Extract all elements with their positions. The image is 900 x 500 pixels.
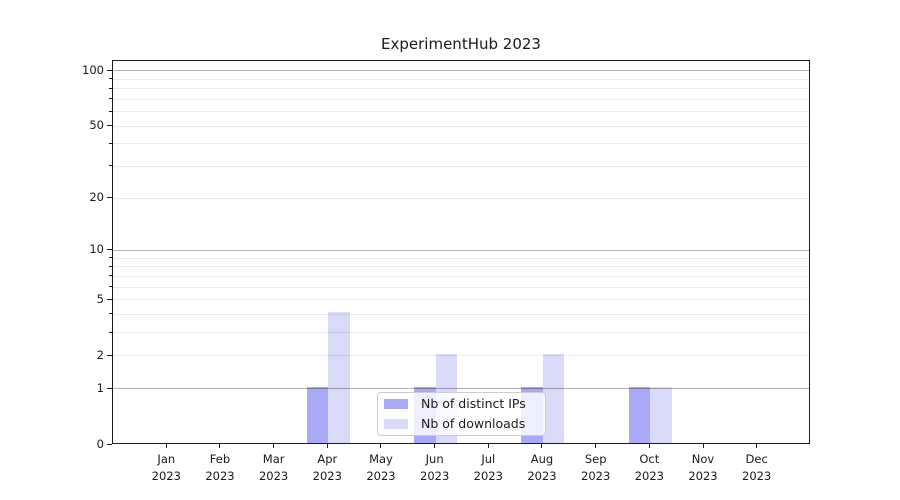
y-tick-0 <box>107 444 112 445</box>
chart-title: ExperimentHub 2023 <box>381 35 541 53</box>
y-tick-5 <box>107 298 112 300</box>
x-tick-label-oct: Oct 2023 <box>634 452 664 483</box>
bar-nb-of-downloads-oct <box>650 386 672 443</box>
x-tick-oct <box>648 444 650 448</box>
x-tick-label-apr: Apr 2023 <box>312 452 342 483</box>
x-tick-sep <box>595 444 597 448</box>
y-tick-label-5: 5 <box>96 291 104 306</box>
gridline-minor-90 <box>113 78 809 80</box>
y-minortick-7 <box>109 275 112 277</box>
gridline-major-10 <box>113 249 809 251</box>
y-minortick-80 <box>109 87 112 89</box>
x-tick-label-may: May 2023 <box>366 452 396 483</box>
legend-swatch-downloads <box>384 419 408 429</box>
y-tick-label-100: 100 <box>82 62 104 77</box>
x-tick-jul <box>487 444 489 448</box>
y-minortick-40 <box>109 142 112 144</box>
y-tick-label-50: 50 <box>89 118 104 133</box>
y-minortick-4 <box>109 313 112 315</box>
y-minortick-30 <box>109 165 112 167</box>
y-tick-50 <box>107 125 112 127</box>
gridline-major-100 <box>113 70 809 72</box>
y-minortick-90 <box>109 78 112 80</box>
gridline-minor-4 <box>113 313 809 315</box>
y-tick-1 <box>107 387 112 389</box>
gridline-minor-7 <box>113 275 809 277</box>
x-tick-may <box>380 444 382 448</box>
x-tick-label-feb: Feb 2023 <box>205 452 235 483</box>
bar-nb-of-distinct-ips-oct <box>628 386 651 443</box>
y-tick-label-10: 10 <box>89 242 104 257</box>
gridline-minor-5 <box>113 299 809 301</box>
x-tick-aug <box>541 444 543 448</box>
gridline-minor-40 <box>113 143 809 145</box>
x-tick-label-sep: Sep 2023 <box>581 452 611 483</box>
gridline-minor-8 <box>113 266 809 268</box>
legend-label-distinct-ips: Nb of distinct IPs <box>421 396 526 411</box>
x-tick-label-mar: Mar 2023 <box>258 452 289 483</box>
y-tick-label-0: 0 <box>96 437 104 451</box>
gridline-minor-6 <box>113 286 809 288</box>
gridline-minor-3 <box>113 332 809 334</box>
x-tick-label-jun: Jun 2023 <box>420 452 450 483</box>
gridline-minor-50 <box>113 125 809 127</box>
gridline-major-1 <box>113 388 809 390</box>
x-tick-label-aug: Aug 2023 <box>527 452 557 483</box>
gridline-minor-30 <box>113 165 809 167</box>
y-tick-10 <box>107 249 112 251</box>
y-tick-100 <box>107 69 112 71</box>
y-minortick-8 <box>109 265 112 267</box>
y-tick-2 <box>107 354 112 356</box>
legend-swatch-distinct-ips <box>384 399 408 409</box>
x-tick-jan <box>165 444 167 448</box>
x-tick-mar <box>273 444 275 448</box>
legend-label-downloads: Nb of downloads <box>421 416 526 431</box>
legend-item-downloads: Nb of downloads <box>384 416 539 432</box>
x-tick-apr <box>326 444 328 448</box>
y-minortick-6 <box>109 286 112 288</box>
gridline-minor-60 <box>113 111 809 112</box>
x-tick-feb <box>219 444 221 448</box>
x-tick-jun <box>434 444 436 448</box>
x-tick-label-nov: Nov 2023 <box>688 452 718 483</box>
x-tick-dec <box>756 444 758 448</box>
legend-item-distinct-ips: Nb of distinct IPs <box>384 396 539 412</box>
bar-nb-of-downloads-aug <box>542 353 565 443</box>
gridline-minor-9 <box>113 257 809 259</box>
x-tick-label-dec: Dec 2023 <box>742 452 772 483</box>
x-tick-label-jul: Jul 2023 <box>473 452 503 483</box>
bar-nb-of-distinct-ips-apr <box>306 386 329 443</box>
x-tick-label-jan: Jan 2023 <box>151 452 181 483</box>
y-minortick-3 <box>109 331 112 333</box>
bar-nb-of-downloads-apr <box>328 312 350 443</box>
y-tick-20 <box>107 197 112 198</box>
legend: Nb of distinct IPs Nb of downloads <box>377 392 546 436</box>
gridline-minor-20 <box>113 197 809 199</box>
y-tick-label-2: 2 <box>96 347 104 362</box>
plot-area <box>112 60 810 444</box>
gridline-minor-80 <box>113 88 809 89</box>
x-tick-nov <box>702 444 704 448</box>
y-tick-label-1: 1 <box>96 380 104 395</box>
y-minortick-70 <box>109 98 112 100</box>
gridline-minor-2 <box>113 355 809 357</box>
gridline-minor-70 <box>113 98 809 100</box>
y-minortick-9 <box>109 257 112 259</box>
y-tick-label-20: 20 <box>89 190 104 204</box>
y-minortick-60 <box>109 110 112 112</box>
